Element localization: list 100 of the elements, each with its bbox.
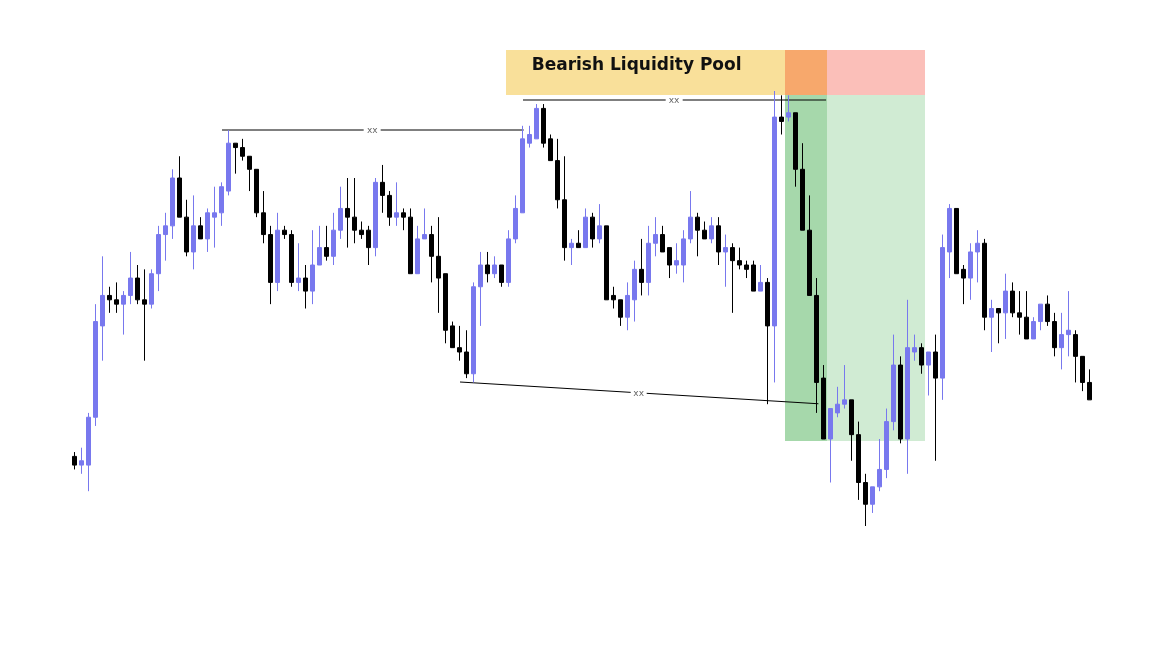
candlestick [1017,290,1022,336]
candlestick [702,221,707,240]
candlestick [751,260,756,292]
candlestick [212,186,217,249]
candlestick [688,190,693,244]
candlestick [184,199,189,257]
candlestick [723,234,728,288]
candlestick [884,408,889,479]
candlestick [1087,368,1092,401]
candlestick [1066,290,1071,357]
candlestick [562,155,567,262]
candlestick [352,177,357,244]
candlestick [296,242,301,292]
candlestick [114,281,119,314]
candlestick [1059,312,1064,370]
candlestick [457,325,462,362]
candlestick [961,264,966,305]
candlestick [639,238,644,296]
candlestick [93,303,98,427]
candlestick [947,203,952,279]
candlestick [674,242,679,275]
candlestick [555,138,560,209]
candlestick [198,216,203,240]
candlestick [79,447,84,475]
candlestick [107,286,112,314]
candlestick [933,334,938,462]
candlestick [303,264,308,309]
candlestick [86,412,91,492]
candlestick [940,234,945,401]
candlestick [345,177,350,249]
candlestick [72,451,77,470]
candlestick [954,207,959,275]
candlestick [191,194,196,270]
candlestick [226,129,231,196]
candlestick [709,216,714,244]
candlestick [807,194,812,296]
candlestick [695,212,700,257]
candlestick [1045,294,1050,327]
candlestick [681,229,686,283]
candlestick [849,399,854,462]
candlestick [254,168,259,218]
candlestick [968,242,973,301]
candlestick [401,207,406,231]
candlestick [359,221,364,240]
candlestick [156,225,161,292]
candlestick [737,247,742,270]
candlestick [856,421,861,501]
candlestick [660,225,665,253]
candlestick [541,103,546,149]
candlestick [485,251,490,283]
candlestick [205,207,210,253]
candlestick [492,255,497,279]
candlestick [1080,355,1085,392]
candlestick [765,277,770,405]
candlestick [513,194,518,244]
candlestick [121,290,126,336]
candlestick [975,229,980,283]
candlestick [870,486,875,514]
candlestick [149,268,154,309]
candlestick [219,181,224,227]
candlestick [527,125,532,149]
candlestick [408,207,413,275]
candlestick [576,229,581,249]
candlestick [919,342,924,375]
candlestick [338,186,343,240]
candlestick [1052,312,1057,357]
candlestick [422,207,427,240]
candlestick [471,281,476,383]
candlestick [611,286,616,309]
candlestick [506,229,511,288]
candlestick [450,321,455,349]
candlestick [135,264,140,305]
candlestick [604,225,609,301]
candlestick [240,138,245,162]
candlestick [814,277,819,414]
candlestick [821,364,826,440]
candlestick [877,438,882,492]
candlestick [730,242,735,314]
candlestick [779,94,784,135]
candlestick [310,229,315,305]
candlestick [667,247,672,279]
candlestick [1031,316,1036,340]
candlestick [926,351,931,396]
candlestick [597,203,602,244]
candlestick [275,212,280,292]
annotation: xx [364,125,381,136]
candlestick [170,168,175,240]
candlestick [653,216,658,257]
candlestick [177,155,182,218]
annotation: xx [630,388,648,399]
candlestick [520,125,525,214]
candlestick [415,225,420,275]
candlestick [786,94,791,122]
candlestick [989,299,994,353]
candlestick [142,268,147,362]
candlestick [1024,290,1029,340]
candlestick [905,299,910,475]
candlestick [317,225,322,266]
candlestick [499,264,504,288]
candlestick [758,264,763,292]
